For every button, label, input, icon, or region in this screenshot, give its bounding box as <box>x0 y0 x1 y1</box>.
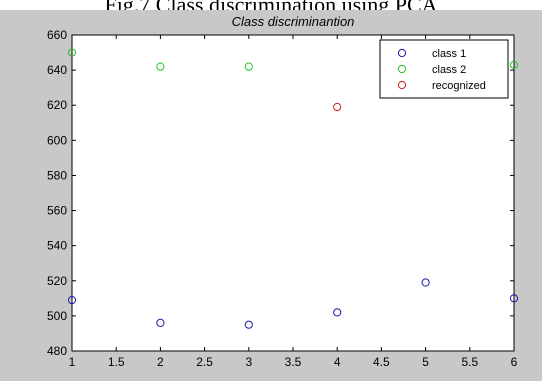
x-tick-label: 1 <box>69 355 76 369</box>
x-tick-label: 4 <box>334 355 341 369</box>
x-tick-label: 5.5 <box>461 355 478 369</box>
x-tick-label: 1.5 <box>108 355 125 369</box>
data-point-class-2 <box>509 60 519 69</box>
legend-marker <box>397 48 407 58</box>
y-tick-label: 500 <box>47 309 67 323</box>
y-tick-label: 480 <box>47 344 67 358</box>
y-tick-label: 580 <box>47 168 67 182</box>
y-tick-label: 600 <box>47 133 67 147</box>
data-point-class-1 <box>509 294 519 303</box>
data-points <box>67 48 519 329</box>
data-point-class-1 <box>333 308 342 317</box>
chart-title: Class discriminantion <box>232 14 355 29</box>
y-tick-label: 620 <box>47 98 67 112</box>
data-point-class-2 <box>67 48 77 57</box>
legend-marker <box>397 80 407 90</box>
data-point-class-2 <box>244 62 253 71</box>
legend-label: class 2 <box>432 64 466 76</box>
x-tick-label: 3.5 <box>285 355 302 369</box>
y-tick-label: 540 <box>47 239 67 253</box>
legend-marker <box>397 64 407 74</box>
legend-label: class 1 <box>432 48 466 60</box>
x-tick-label: 4.5 <box>373 355 390 369</box>
y-tick-label: 560 <box>47 204 67 218</box>
legend-label: recognized <box>432 80 486 92</box>
x-tick-label: 5 <box>422 355 429 369</box>
data-point-class-1 <box>67 295 77 305</box>
x-tick-label: 2.5 <box>196 355 213 369</box>
data-point-class-1 <box>421 278 430 287</box>
y-tick-label: 640 <box>47 63 67 77</box>
legend: class 1 class 2 recognized <box>379 39 509 99</box>
data-point-class-2 <box>156 62 165 71</box>
y-tick-label: 520 <box>47 274 67 288</box>
data-point-class-1 <box>244 320 253 329</box>
x-tick-label: 2 <box>157 355 164 369</box>
axis-ticks: 1 1.5 2 2.5 3 3.5 4 4.5 5 5.5 6 480 500 520 540 560 580 6… <box>47 28 518 369</box>
x-tick-label: 6 <box>511 355 518 369</box>
figure-panel: Class discriminantion 1 1.5 2 2.5 3 3.5 4 4.5 5 5… <box>0 10 542 381</box>
y-tick-label: 660 <box>47 28 67 42</box>
data-point-class-1 <box>156 318 165 328</box>
data-point-recognized <box>333 102 342 112</box>
x-tick-label: 3 <box>245 355 252 369</box>
scatter-chart: Class discriminantion 1 1.5 2 2.5 3 3.5 4 4.5 5 5… <box>47 14 519 369</box>
